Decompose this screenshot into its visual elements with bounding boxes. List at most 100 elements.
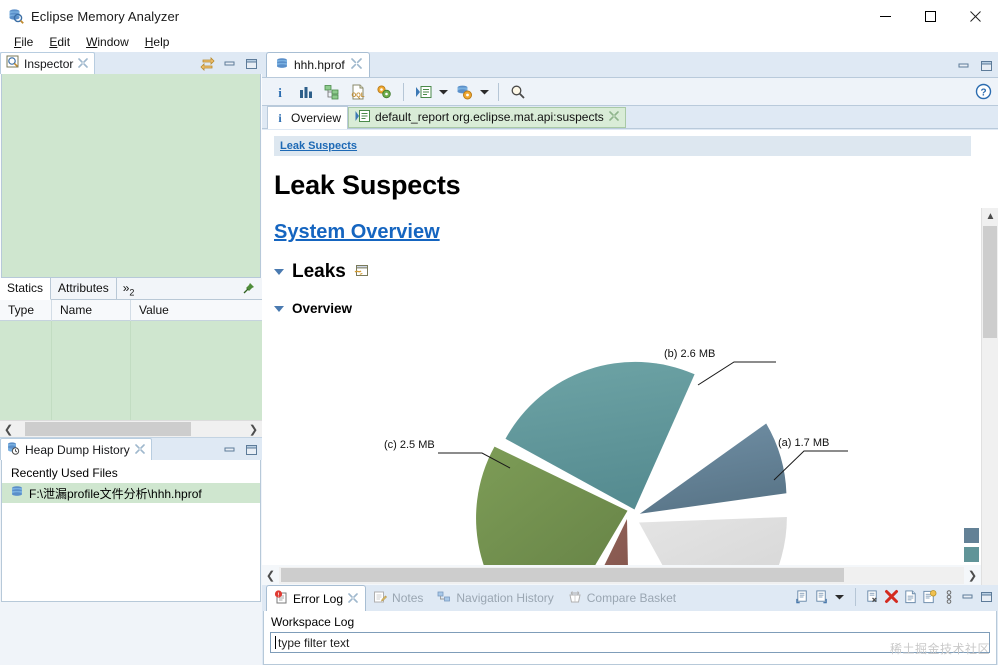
inspector-content-area[interactable] bbox=[1, 74, 261, 278]
close-icon[interactable] bbox=[134, 443, 145, 457]
report-page-icon[interactable] bbox=[354, 264, 369, 281]
tab-notes[interactable]: Notes bbox=[366, 585, 430, 611]
tab-heap-dump-history[interactable]: Heap Dump History bbox=[0, 438, 152, 460]
section-overview[interactable]: Overview bbox=[274, 301, 979, 316]
leak-suspects-pie-chart[interactable]: (b) 2.6 MB (a) 1.7 MB (c) 2.5 MB bbox=[266, 328, 979, 578]
legend-swatch-a bbox=[963, 528, 979, 543]
export-log-icon[interactable] bbox=[814, 589, 829, 604]
recently-used-files-text: Recently Used Files bbox=[11, 466, 118, 480]
maximize-icon[interactable] bbox=[244, 56, 259, 71]
report-horizontal-scrollbar[interactable]: ❮ ❯ bbox=[262, 565, 981, 585]
tab-hhh-hprof[interactable]: hhh.hprof bbox=[266, 52, 370, 77]
window-title: Eclipse Memory Analyzer bbox=[31, 8, 180, 24]
recently-used-files-label: Recently Used Files bbox=[2, 463, 260, 483]
column-header-name[interactable]: Name bbox=[52, 299, 131, 321]
tab-overview[interactable]: i Overview bbox=[267, 106, 349, 129]
help-icon[interactable]: ? bbox=[975, 83, 992, 103]
statics-table-body[interactable] bbox=[0, 321, 262, 420]
svg-text:i: i bbox=[278, 111, 282, 124]
tab-compare-basket[interactable]: Compare Basket bbox=[561, 585, 683, 611]
column-header-value[interactable]: Value bbox=[139, 302, 169, 317]
maximize-window-button[interactable] bbox=[908, 0, 953, 32]
breadcrumb: Leak Suspects bbox=[274, 136, 971, 156]
inspector-view-tools bbox=[200, 52, 259, 74]
maximize-icon[interactable] bbox=[979, 589, 994, 604]
maximize-icon[interactable] bbox=[244, 442, 259, 457]
filter-input[interactable]: type filter text bbox=[270, 632, 990, 653]
editor-area: hhh.hprof i bbox=[262, 52, 998, 585]
menu-bar: File Edit Window Help bbox=[0, 32, 998, 52]
report-hscroll-track[interactable] bbox=[279, 566, 964, 584]
view-menu-dropdown-icon[interactable] bbox=[833, 585, 846, 608]
minimize-icon[interactable] bbox=[956, 58, 971, 73]
search-icon[interactable] bbox=[506, 80, 530, 103]
section-leaks[interactable]: Leaks bbox=[274, 261, 979, 283]
heap-dump-history-icon bbox=[6, 441, 21, 459]
import-log-icon[interactable] bbox=[795, 589, 810, 604]
editor-toolbar: i OQ bbox=[262, 77, 998, 106]
list-item[interactable]: F:\泄漏profile文件分析\hhh.hprof bbox=[2, 483, 260, 503]
chevron-down-icon[interactable] bbox=[274, 269, 284, 275]
inspector-tab-label: Inspector bbox=[24, 56, 74, 71]
tab-error-log[interactable]: ! Error Log bbox=[266, 585, 367, 611]
delete-log-icon[interactable] bbox=[884, 589, 899, 604]
dominator-tree-icon[interactable] bbox=[320, 80, 344, 103]
tab-statics[interactable]: Statics bbox=[0, 278, 52, 300]
tab-default-report-suspects[interactable]: default_report org.eclipse.mat.api:suspe… bbox=[348, 106, 626, 128]
query-browser-dropdown-icon[interactable] bbox=[478, 80, 491, 103]
oql-icon[interactable]: OQL bbox=[346, 80, 370, 103]
run-report-icon[interactable] bbox=[411, 80, 435, 103]
tab-overflow-chevron[interactable]: »2 bbox=[117, 279, 143, 299]
close-icon[interactable] bbox=[348, 592, 358, 606]
view-menu-icon[interactable] bbox=[941, 589, 956, 604]
tab-attributes[interactable]: Attributes bbox=[51, 278, 117, 299]
run-report-dropdown-icon[interactable] bbox=[437, 80, 450, 103]
minimize-icon[interactable] bbox=[960, 589, 975, 604]
clear-log-viewer-icon[interactable] bbox=[865, 589, 880, 604]
menu-edit[interactable]: Edit bbox=[49, 35, 71, 49]
report-vscroll-thumb[interactable] bbox=[983, 226, 997, 338]
menu-help[interactable]: Help bbox=[144, 35, 170, 49]
menu-file-rest: ile bbox=[21, 35, 34, 49]
maximize-icon[interactable] bbox=[979, 58, 994, 73]
scroll-right-icon[interactable]: ❯ bbox=[248, 423, 259, 436]
breadcrumb-link-leak-suspects[interactable]: Leak Suspects bbox=[280, 140, 358, 152]
heap-dump-icon bbox=[275, 57, 289, 74]
close-icon[interactable] bbox=[78, 57, 89, 71]
link-with-editor-icon[interactable] bbox=[200, 56, 215, 71]
menu-window[interactable]: Window bbox=[86, 35, 129, 49]
overflow-chevron-label: » bbox=[122, 280, 130, 295]
report-scroll-area[interactable]: Leak Suspects Leak Suspects System Overv… bbox=[266, 133, 979, 578]
tab-navigation-history[interactable]: Navigation History bbox=[430, 585, 560, 611]
overview-info-icon[interactable]: i bbox=[268, 80, 292, 103]
close-icon[interactable] bbox=[609, 110, 619, 124]
report-vertical-scrollbar[interactable]: ▲ ▼ bbox=[981, 208, 998, 585]
scroll-left-icon[interactable]: ❮ bbox=[3, 423, 14, 436]
thread-overview-icon[interactable] bbox=[372, 80, 396, 103]
system-overview-link[interactable]: System Overview bbox=[274, 221, 440, 243]
minimize-window-button[interactable] bbox=[863, 0, 908, 32]
compare-basket-icon bbox=[568, 590, 582, 607]
minimize-icon[interactable] bbox=[222, 442, 237, 457]
menu-file[interactable]: File bbox=[14, 35, 34, 49]
statics-scroll-thumb[interactable] bbox=[25, 421, 191, 436]
minimize-icon[interactable] bbox=[222, 56, 237, 71]
scroll-left-icon[interactable]: ❮ bbox=[265, 569, 276, 582]
chevron-down-icon[interactable] bbox=[274, 305, 284, 312]
tab-inspector[interactable]: Inspector bbox=[0, 52, 96, 74]
close-window-button[interactable] bbox=[953, 0, 998, 32]
close-icon[interactable] bbox=[350, 58, 362, 72]
query-browser-icon[interactable] bbox=[452, 80, 476, 103]
section-leaks-label: Leaks bbox=[292, 261, 346, 282]
open-log-icon[interactable] bbox=[903, 589, 918, 604]
column-header-type[interactable]: Type bbox=[0, 299, 52, 321]
statics-horizontal-scrollbar[interactable]: ❮ ❯ bbox=[0, 420, 262, 438]
statics-col-type bbox=[0, 321, 52, 420]
pin-icon[interactable] bbox=[243, 282, 255, 297]
restore-log-icon[interactable] bbox=[922, 589, 937, 604]
scroll-up-icon[interactable]: ▲ bbox=[985, 211, 996, 222]
histogram-icon[interactable] bbox=[294, 80, 318, 103]
scroll-right-icon[interactable]: ❯ bbox=[967, 569, 978, 582]
report-hscroll-thumb[interactable] bbox=[281, 567, 844, 582]
statics-scroll-track[interactable] bbox=[17, 420, 245, 438]
